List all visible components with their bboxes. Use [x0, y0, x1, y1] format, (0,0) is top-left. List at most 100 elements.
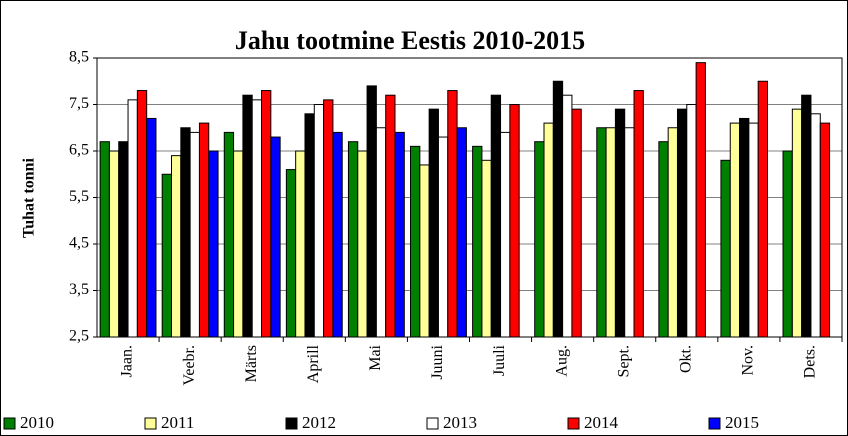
- bar: [739, 117, 750, 338]
- bar: [171, 155, 182, 338]
- bar: [261, 90, 272, 338]
- legend-swatch: [285, 417, 298, 430]
- bar: [118, 141, 129, 338]
- bar: [720, 159, 731, 338]
- x-tick-label: Dets.: [802, 345, 819, 378]
- bar: [562, 94, 573, 338]
- legend-swatch: [144, 417, 157, 430]
- bar: [605, 127, 616, 338]
- bar: [313, 104, 325, 338]
- legend-label: 2013: [443, 413, 477, 432]
- bar: [534, 141, 545, 338]
- bar: [180, 127, 191, 338]
- bar: [614, 108, 626, 338]
- bar: [490, 94, 502, 338]
- y-tick-label: 2,5: [69, 328, 89, 345]
- y-tick-label: 4,5: [69, 235, 89, 252]
- bar: [729, 122, 741, 338]
- bar: [748, 122, 759, 338]
- x-tick-label: Mai: [367, 344, 384, 370]
- x-tick-label: Juuli: [491, 344, 508, 376]
- bar: [791, 108, 803, 338]
- x-tick-label: Juuni: [429, 344, 446, 379]
- bar: [419, 164, 430, 338]
- bar: [667, 127, 678, 338]
- bar: [552, 80, 564, 338]
- bar: [198, 122, 210, 338]
- legend-label: 2015: [725, 413, 759, 432]
- bar: [270, 136, 281, 338]
- bar: [99, 141, 110, 338]
- bar: [500, 131, 511, 338]
- bar: [295, 150, 306, 338]
- bar: [801, 94, 812, 338]
- bar: [357, 150, 368, 338]
- y-axis-label: Tuhat tonni: [21, 158, 38, 238]
- x-tick-label: Okt.: [677, 345, 694, 373]
- legend-label: 2014: [584, 413, 619, 432]
- chart-title: Jahu tootmine Eestis 2010-2015: [235, 26, 585, 55]
- bar: [127, 99, 138, 338]
- x-tick-label: Veebr.: [181, 345, 198, 385]
- bar: [332, 131, 343, 338]
- bar: [810, 113, 821, 338]
- bar: [394, 131, 405, 338]
- bar: [304, 113, 315, 338]
- legend-swatch: [567, 417, 580, 430]
- bar: [223, 131, 235, 338]
- bar: [481, 159, 492, 338]
- y-tick-label: 5,5: [69, 188, 89, 205]
- bar: [543, 122, 554, 338]
- legend-label: 2010: [20, 413, 54, 432]
- legend-swatch: [426, 417, 439, 430]
- bar: [686, 104, 697, 338]
- bar: [596, 127, 607, 338]
- bar: [658, 141, 669, 338]
- bar: [410, 145, 421, 338]
- bar: [251, 99, 263, 338]
- x-tick-label: Aug.: [553, 345, 570, 377]
- y-tick-label: 8,5: [69, 49, 89, 66]
- y-tick-label: 7,5: [69, 95, 89, 112]
- bar: [366, 85, 377, 338]
- bar: [285, 169, 297, 338]
- y-tick-label: 6,5: [69, 142, 89, 159]
- bar: [695, 62, 706, 338]
- bar: [509, 104, 520, 338]
- bar: [472, 145, 483, 338]
- bar: [624, 127, 635, 338]
- bar: [757, 80, 768, 338]
- bar: [323, 99, 334, 338]
- bar: [456, 127, 467, 338]
- bar: [633, 90, 644, 338]
- bar: [385, 94, 396, 338]
- bar: [146, 117, 157, 338]
- x-tick-label: Aprill: [305, 344, 322, 383]
- legend-swatch: [3, 417, 16, 430]
- bar: [819, 122, 831, 338]
- bar: [428, 108, 439, 338]
- bar: [233, 150, 244, 338]
- x-tick-label: Jaan.: [119, 345, 136, 377]
- legend-swatch: [708, 417, 721, 430]
- bar: [676, 108, 688, 338]
- legend-label: 2011: [161, 413, 194, 432]
- x-tick-label: Nov.: [740, 345, 757, 376]
- bar: [782, 150, 793, 338]
- bar: [375, 127, 387, 338]
- bar: [136, 90, 148, 338]
- bar: [571, 108, 582, 338]
- x-tick-label: Märts: [243, 345, 260, 382]
- bar: [108, 150, 120, 338]
- bar: [161, 173, 172, 338]
- legend-label: 2012: [302, 413, 336, 432]
- bar: [189, 131, 200, 338]
- x-tick-label: Sept.: [615, 345, 632, 377]
- bar: [242, 94, 253, 338]
- bar: [208, 150, 219, 338]
- bar: [347, 141, 359, 338]
- bar: [437, 136, 449, 338]
- y-tick-label: 3,5: [69, 281, 89, 298]
- bar: [447, 90, 458, 338]
